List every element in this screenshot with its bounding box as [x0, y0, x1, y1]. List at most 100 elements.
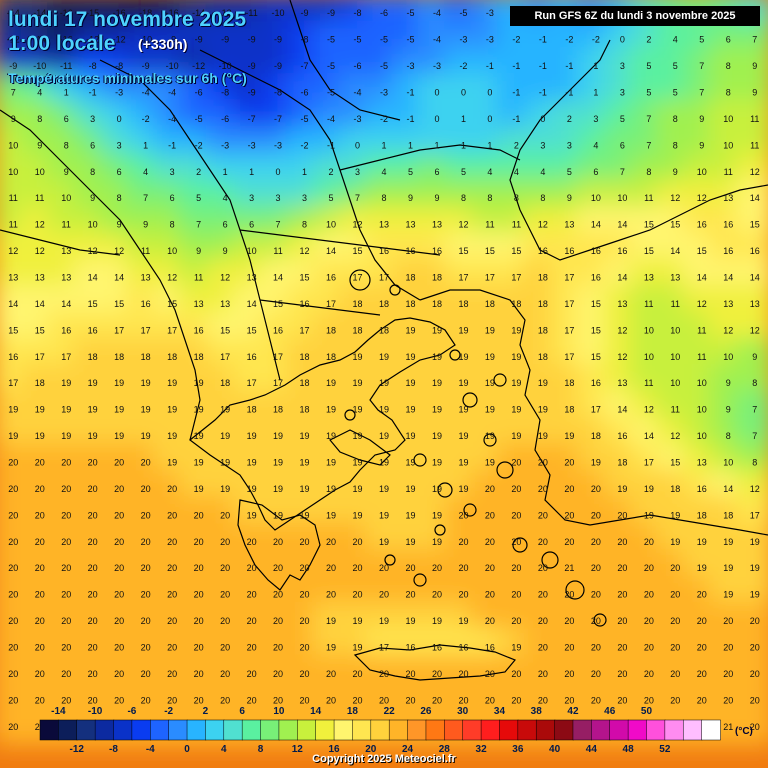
- grid-value: 8: [540, 193, 545, 203]
- grid-value: 17: [379, 273, 389, 283]
- grid-value: -5: [406, 8, 414, 18]
- grid-value: 3: [117, 140, 122, 150]
- grid-value: 0: [434, 114, 439, 124]
- grid-value: 20: [273, 669, 283, 679]
- legend-swatch: [499, 719, 519, 741]
- grid-value: 11: [35, 193, 44, 203]
- grid-value: 13: [723, 299, 733, 309]
- grid-value: 15: [114, 299, 124, 309]
- grid-value: 19: [379, 431, 389, 441]
- grid-value: 20: [247, 695, 257, 705]
- grid-value: 18: [511, 299, 521, 309]
- grid-value: 9: [699, 114, 704, 124]
- grid-value: 20: [485, 537, 495, 547]
- grid-value: 10: [591, 193, 601, 203]
- grid-value: -7: [301, 61, 309, 71]
- grid-value: 20: [141, 590, 151, 600]
- grid-value: -4: [142, 88, 150, 98]
- grid-value: 20: [511, 484, 521, 494]
- legend-swatch: [58, 719, 78, 741]
- grid-value: 17: [35, 352, 45, 362]
- grid-value: 20: [538, 484, 548, 494]
- grid-value: -9: [301, 8, 309, 18]
- temperature-cell: [735, 707, 768, 746]
- grid-value: 20: [511, 590, 521, 600]
- grid-value: 20: [670, 643, 680, 653]
- grid-value: 20: [538, 590, 548, 600]
- grid-value: 4: [37, 88, 42, 98]
- grid-value: 6: [620, 140, 625, 150]
- grid-value: 20: [88, 537, 98, 547]
- grid-value: 16: [485, 643, 495, 653]
- grid-value: 9: [726, 405, 731, 415]
- grid-value: 17: [220, 352, 230, 362]
- grid-value: 11: [750, 114, 759, 124]
- grid-value: 19: [485, 325, 495, 335]
- grid-value: 12: [750, 325, 760, 335]
- grid-value: 15: [485, 246, 495, 256]
- grid-value: 20: [432, 669, 442, 679]
- grid-value: 18: [220, 378, 230, 388]
- grid-value: -11: [245, 8, 257, 18]
- grid-value: 20: [697, 669, 707, 679]
- grid-value: 20: [511, 616, 521, 626]
- legend-tick-label: -4: [146, 744, 155, 755]
- grid-value: 20: [220, 537, 230, 547]
- grid-value: 17: [485, 273, 495, 283]
- grid-value: 20: [591, 537, 601, 547]
- legend-swatch: [407, 719, 427, 741]
- grid-value: 20: [61, 537, 71, 547]
- grid-value: 19: [458, 352, 468, 362]
- grid-value: -9: [248, 35, 256, 45]
- grid-value: 8: [37, 114, 42, 124]
- grid-value: 11: [697, 352, 706, 362]
- grid-value: 12: [697, 299, 707, 309]
- grid-value: 13: [379, 220, 389, 230]
- grid-value: 20: [564, 510, 574, 520]
- grid-value: 19: [379, 616, 389, 626]
- grid-value: 18: [538, 325, 548, 335]
- grid-value: 19: [458, 484, 468, 494]
- grid-value: 17: [458, 273, 468, 283]
- grid-value: 7: [196, 220, 201, 230]
- grid-value: 20: [750, 616, 760, 626]
- grid-value: 5: [646, 61, 651, 71]
- grid-value: 20: [723, 669, 733, 679]
- grid-value: 5: [461, 167, 466, 177]
- grid-value: 16: [379, 246, 389, 256]
- grid-value: 0: [355, 140, 360, 150]
- grid-value: 20: [405, 695, 415, 705]
- grid-value: 16: [61, 325, 71, 335]
- grid-value: 18: [458, 299, 468, 309]
- grid-value: 20: [564, 669, 574, 679]
- legend-swatch: [701, 719, 721, 741]
- grid-value: 1: [593, 88, 598, 98]
- grid-value: 18: [432, 299, 442, 309]
- legend-tick-label: -14: [51, 706, 66, 717]
- grid-value: 1: [434, 140, 439, 150]
- grid-value: 19: [432, 431, 442, 441]
- grid-value: -11: [60, 61, 72, 71]
- grid-value: 20: [564, 590, 574, 600]
- grid-value: 16: [194, 325, 204, 335]
- grid-value: -4: [354, 88, 362, 98]
- grid-value: 20: [88, 643, 98, 653]
- grid-value: 20: [167, 643, 177, 653]
- grid-value: 19: [538, 405, 548, 415]
- grid-value: 20: [670, 616, 680, 626]
- forecast-date: lundi 17 novembre 2025: [8, 8, 247, 31]
- grid-value: 10: [670, 378, 680, 388]
- legend-swatch: [150, 719, 170, 741]
- grid-value: -3: [406, 61, 414, 71]
- grid-value: 3: [593, 114, 598, 124]
- grid-value: 19: [405, 616, 415, 626]
- grid-value: 20: [35, 563, 45, 573]
- grid-value: -9: [9, 61, 17, 71]
- grid-value: 11: [644, 299, 653, 309]
- grid-value: 12: [167, 273, 177, 283]
- grid-value: 19: [591, 458, 601, 468]
- grid-value: -10: [219, 61, 232, 71]
- legend-swatch: [664, 719, 684, 741]
- grid-value: -3: [486, 8, 494, 18]
- grid-value: 19: [61, 405, 71, 415]
